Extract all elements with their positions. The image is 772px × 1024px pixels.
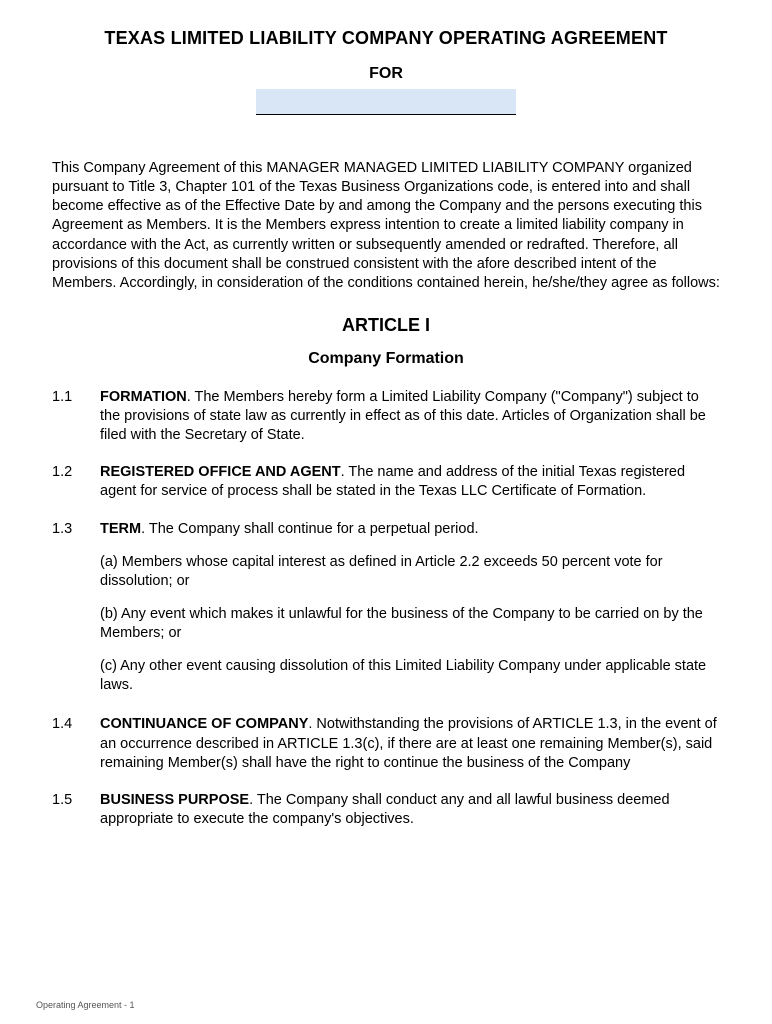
for-label: FOR (52, 65, 720, 83)
clause-body: TERM. The Company shall continue for a p… (100, 520, 720, 698)
clause-subitem: (a) Members whose capital interest as de… (100, 553, 720, 591)
clause-subitem: (b) Any event which makes it unlawful fo… (100, 605, 720, 643)
clause: 1.2 REGISTERED OFFICE AND AGENT. The nam… (52, 463, 720, 501)
document-page: TEXAS LIMITED LIABILITY COMPANY OPERATIN… (0, 0, 772, 1024)
clause-number: 1.1 (52, 388, 100, 445)
clause-lead: BUSINESS PURPOSE (100, 792, 249, 808)
clause-body: CONTINUANCE OF COMPANY. Notwithstanding … (100, 715, 720, 772)
article-subtitle: Company Formation (52, 350, 720, 368)
clause-body: REGISTERED OFFICE AND AGENT. The name an… (100, 463, 720, 501)
company-name-field-wrap (52, 89, 720, 115)
clause-text: . The Company shall continue for a perpe… (141, 521, 478, 537)
clause-lead: REGISTERED OFFICE AND AGENT (100, 464, 341, 480)
clause-subitem: (c) Any other event causing dissolution … (100, 657, 720, 695)
page-footer: Operating Agreement - 1 (36, 1000, 135, 1010)
intro-paragraph: This Company Agreement of this MANAGER M… (52, 159, 720, 293)
clause-number: 1.2 (52, 463, 100, 501)
clause-body: BUSINESS PURPOSE. The Company shall cond… (100, 791, 720, 829)
document-title: TEXAS LIMITED LIABILITY COMPANY OPERATIN… (52, 28, 720, 49)
article-heading: ARTICLE I (52, 315, 720, 336)
clause-lead: FORMATION (100, 389, 187, 405)
company-name-input[interactable] (256, 89, 516, 115)
clause: 1.5 BUSINESS PURPOSE. The Company shall … (52, 791, 720, 829)
clause-number: 1.3 (52, 520, 100, 698)
clause-lead: CONTINUANCE OF COMPANY (100, 716, 308, 732)
clause-number: 1.5 (52, 791, 100, 829)
clause-text: . The Members hereby form a Limited Liab… (100, 389, 706, 443)
clause-lead: TERM (100, 521, 141, 537)
clause: 1.1 FORMATION. The Members hereby form a… (52, 388, 720, 445)
clause: 1.4 CONTINUANCE OF COMPANY. Notwithstand… (52, 715, 720, 772)
clause: 1.3 TERM. The Company shall continue for… (52, 520, 720, 698)
clause-number: 1.4 (52, 715, 100, 772)
clause-body: FORMATION. The Members hereby form a Lim… (100, 388, 720, 445)
